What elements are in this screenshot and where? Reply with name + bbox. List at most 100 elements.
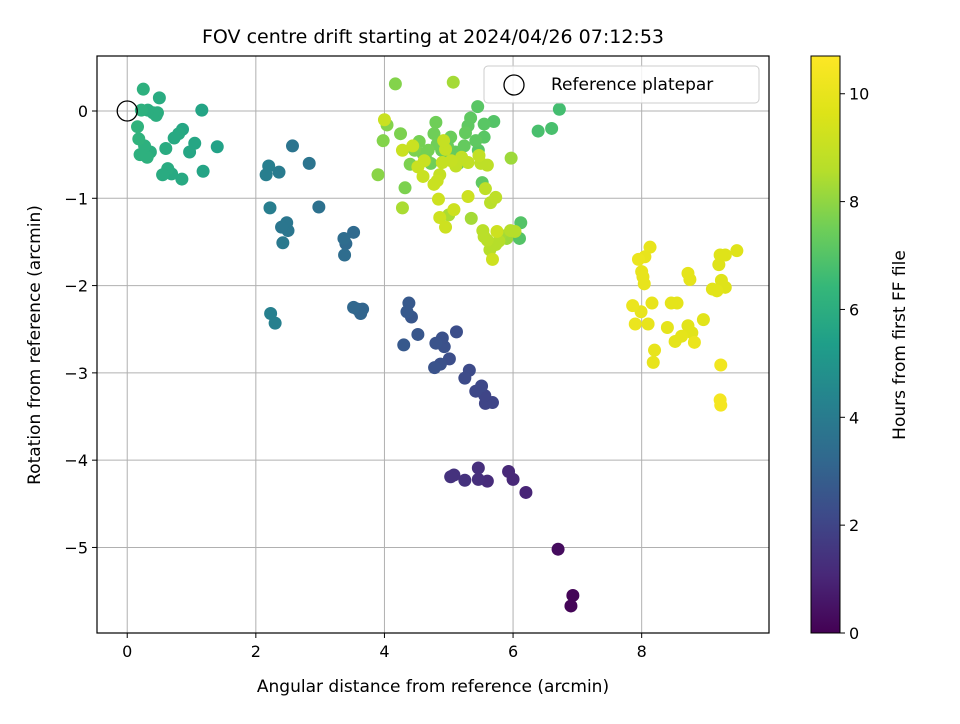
data-point [646,355,660,369]
data-point [458,473,472,487]
data-point [458,126,472,140]
data-point [210,140,224,154]
data-point [471,472,485,486]
data-point [668,334,682,348]
data-point [681,266,695,280]
data-point [714,273,728,287]
data-point [400,305,414,319]
y-tick-label: −3 [64,364,88,383]
data-point [183,145,197,159]
data-point [564,599,578,613]
data-point [276,236,290,250]
data-point [175,172,189,186]
x-tick-label: 0 [122,642,132,661]
data-point [132,132,146,146]
data-point [388,77,402,91]
data-point [446,75,460,89]
data-point [371,168,385,182]
data-point [395,143,409,157]
data-point [428,361,442,375]
colorbar: 0 2 4 6 8 10 Hours from first FF file [810,55,910,643]
data-point [259,168,273,182]
data-point [648,343,662,357]
legend-box [483,65,760,104]
colorbar-tick-label: 2 [849,516,859,535]
data-point [531,124,545,138]
colorbar-tick-label: 6 [849,300,859,319]
data-point [431,192,445,206]
data-point [469,384,483,398]
data-point [435,155,449,169]
data-point [705,282,719,296]
data-point [411,327,425,341]
data-point [272,165,286,179]
colorbar-tick-label: 10 [849,85,869,104]
data-point [660,320,674,334]
data-point [718,248,732,262]
x-tick-label: 4 [379,642,389,661]
data-point [398,181,412,195]
data-point [681,319,695,333]
data-point [312,200,326,214]
data-point [631,252,645,266]
data-point [471,100,485,114]
colorbar-tick-label: 0 [849,624,859,643]
data-point [476,224,490,238]
data-point [643,240,657,254]
data-point [472,149,486,163]
data-point [377,113,391,127]
x-tick-label: 8 [637,642,647,661]
data-point [394,127,408,141]
data-point [490,224,504,238]
data-point [545,121,559,135]
data-point [447,203,461,217]
data-point [641,317,655,331]
data-point [275,220,289,234]
data-point [133,148,147,162]
data-point [687,335,701,349]
data-point [502,465,516,479]
data-point [519,485,533,499]
data-point [485,252,499,266]
data-point [464,211,478,225]
data-point [131,120,145,134]
data-point [429,336,443,350]
y-tick-label: −1 [64,189,88,208]
data-point [478,182,492,196]
data-point [395,201,409,215]
data-point [347,225,361,239]
data-point [712,258,726,272]
data-point [433,210,447,224]
colorbar-ticks: 0 2 4 6 8 10 [840,85,869,643]
plot-frame [96,55,770,634]
colorbar-tick-label: 4 [849,408,859,427]
data-point [195,103,209,117]
data-point [136,82,150,96]
data-point [503,224,517,238]
legend-marker-icon [503,74,525,96]
data-point [449,325,463,339]
data-point [397,338,411,352]
data-point [504,151,518,165]
y-tick-label: −4 [64,451,88,470]
data-point [376,134,390,148]
y-tick-label: 0 [78,102,88,121]
x-axis-label: Angular distance from reference (arcmin) [257,677,609,697]
data-point [196,164,210,178]
x-tick-label: 2 [251,642,261,661]
grid [97,56,769,633]
legend-entry: Reference platepar [551,75,713,95]
data-point [416,169,430,183]
data-point [551,542,565,556]
data-point [628,317,642,331]
chart-title: FOV centre drift starting at 2024/04/26 … [202,26,664,48]
data-point [696,313,710,327]
x-tick-label: 6 [508,642,518,661]
data-point [427,127,441,141]
data-point [429,115,443,129]
data-point [552,102,566,116]
data-point [714,358,728,372]
data-point [437,134,451,148]
data-point [477,117,491,131]
